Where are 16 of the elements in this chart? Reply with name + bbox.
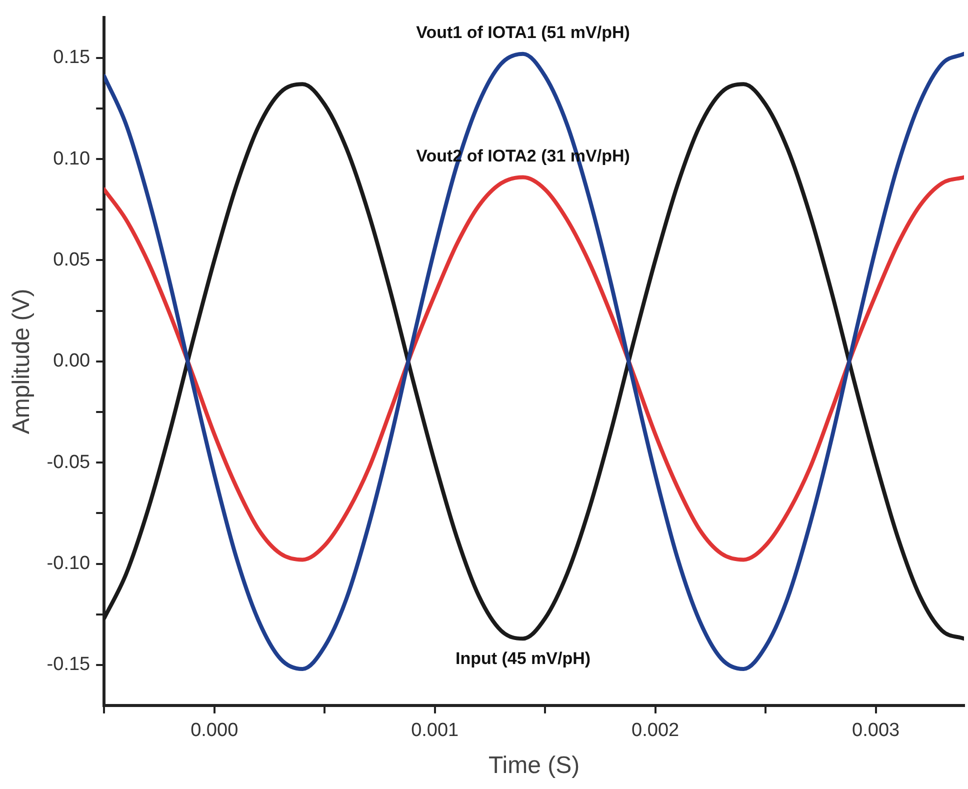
y-tick-label: 0.15: [53, 47, 90, 68]
x-tick-label: 0.002: [632, 720, 680, 742]
y-tick-label: -0.15: [46, 654, 90, 676]
x-tick-label: 0.003: [852, 720, 900, 742]
y-tick-label: -0.10: [46, 552, 90, 574]
y-tick-label: 0.00: [53, 350, 90, 372]
y-tick-label: 0.10: [53, 148, 90, 170]
y-axis-title: Amplitude (V): [8, 288, 36, 434]
y-tick-label: 0.05: [53, 249, 90, 270]
x-axis-title: Time (S): [488, 752, 580, 780]
y-tick-label: -0.05: [46, 452, 90, 473]
series-label: Vout1 of IOTA1 (51 mV/pH): [416, 23, 630, 42]
x-tick-label: 0.001: [411, 720, 459, 742]
series-label: Input (45 mV/pH): [456, 648, 591, 668]
line-series: [104, 175, 964, 562]
x-tick-label: 0.000: [190, 720, 238, 742]
